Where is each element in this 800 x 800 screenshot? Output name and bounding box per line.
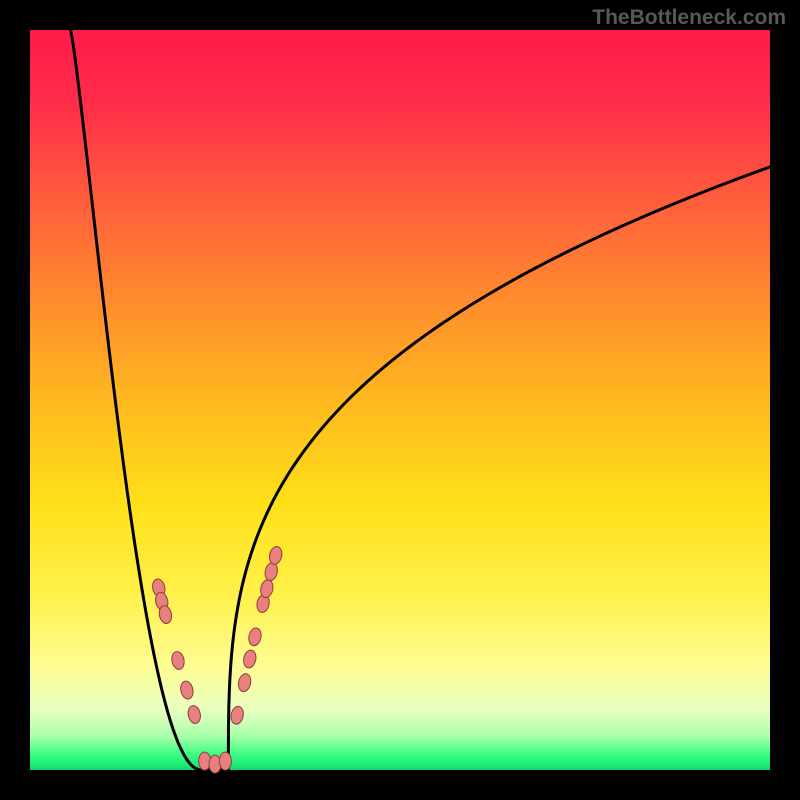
plot-gradient-background	[30, 30, 770, 770]
data-marker	[219, 752, 231, 770]
chart-container: TheBottleneck.com	[0, 0, 800, 800]
watermark-text: TheBottleneck.com	[592, 6, 786, 30]
bottleneck-chart-svg	[0, 0, 800, 800]
